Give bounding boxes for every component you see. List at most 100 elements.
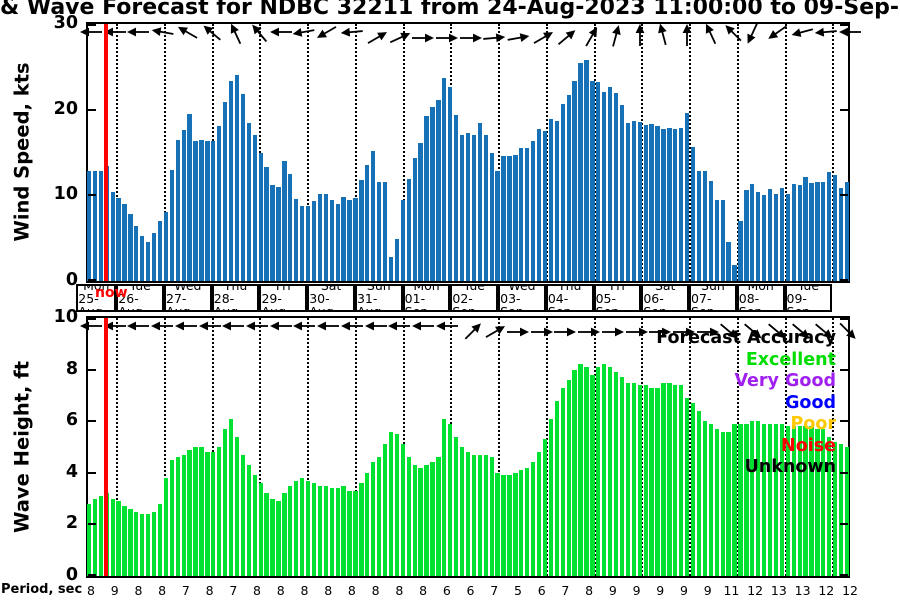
now-line (104, 24, 108, 281)
wind-speed-chart (80, 22, 862, 283)
wind-bar (465, 132, 471, 281)
wave-bar (566, 379, 571, 576)
wind-bar (566, 95, 571, 281)
wind-direction-arrow (745, 22, 766, 49)
wave-bar (223, 428, 228, 576)
wind-bar (240, 94, 246, 281)
wave-bar (596, 367, 601, 576)
wind-bar (578, 63, 583, 281)
wind-bar (406, 179, 411, 281)
wave-bar (122, 506, 127, 576)
wave-bar (821, 428, 826, 576)
y-tick-label: 10 (53, 184, 78, 205)
wave-bar (732, 423, 737, 576)
wind-direction-arrow (197, 23, 223, 48)
date-cell: Fri 05-Sep (593, 284, 642, 312)
wave-bar (205, 452, 210, 576)
wind-bar (270, 185, 275, 281)
weekday-label: Sat (654, 284, 676, 293)
wind-bar (791, 184, 796, 281)
wave-bar (613, 372, 619, 576)
legend-item: Good (785, 392, 836, 413)
day-gridline (832, 24, 835, 281)
wave-bar (525, 467, 530, 576)
date-label: 27-Aug (166, 290, 191, 312)
wind-bar (448, 87, 453, 281)
wave-bar (655, 387, 660, 576)
date-cell: Sun 31-Aug (354, 284, 403, 312)
wind-direction-arrow (697, 22, 718, 49)
wind-direction-arrow (411, 29, 435, 43)
wave-direction-arrow (340, 321, 364, 335)
wave-bar (607, 367, 613, 576)
wind-bar (483, 134, 488, 281)
wave-bar (785, 426, 790, 576)
wind-bar (454, 114, 459, 281)
wind-direction-arrow (678, 23, 692, 47)
axis-tick (840, 574, 848, 576)
axis-tick (840, 471, 848, 474)
wave-direction-arrow (672, 323, 696, 337)
wave-bar (234, 436, 240, 576)
wave-bar (708, 423, 713, 576)
wave-bar (791, 426, 796, 576)
wave-bar (98, 496, 103, 576)
wind-bar (382, 181, 388, 281)
wind-direction-arrow (149, 27, 175, 43)
wave-bar (412, 465, 417, 576)
wind-bar (163, 212, 169, 281)
wind-bar (365, 164, 370, 281)
axis-tick (840, 279, 848, 281)
wave-bar (424, 465, 429, 576)
weekday-label: Tue (797, 284, 820, 293)
wave-bar (252, 475, 257, 576)
wind-direction-arrow (578, 22, 600, 49)
wave-direction-arrow (648, 323, 672, 337)
wind-bar (329, 199, 334, 281)
day-gridline (736, 318, 739, 576)
day-gridline (116, 318, 119, 576)
wind-bar (590, 81, 595, 281)
wave-bar (400, 444, 405, 576)
wave-bar (86, 503, 92, 576)
wind-bar (86, 171, 92, 281)
wave-bar (347, 490, 352, 576)
wave-bar (151, 511, 157, 576)
wave-bar (240, 454, 246, 576)
wind-bar (631, 120, 636, 281)
wind-direction-arrow (103, 27, 127, 41)
wind-bar (128, 214, 133, 281)
wind-bar (744, 190, 749, 281)
axis-tick (840, 108, 848, 111)
wind-bar (217, 125, 222, 281)
wave-direction-arrow (718, 317, 744, 342)
wave-bar (690, 403, 696, 576)
wave-direction-arrow (150, 321, 174, 335)
date-cell: Mon 25-Aug (76, 284, 117, 312)
period-value: 8 (87, 583, 95, 598)
date-label: 02-Sep (452, 290, 476, 312)
wind-direction-arrow (269, 27, 293, 41)
wave-bar (181, 454, 186, 576)
axis-tick (840, 318, 848, 320)
y-tick-label: 0 (65, 565, 78, 585)
wave-direction-arrow (553, 323, 577, 337)
wind-bar (157, 221, 163, 281)
period-value: 8 (276, 583, 285, 598)
wave-bar (833, 441, 838, 576)
period-value: 9 (703, 583, 712, 598)
wind-bar (838, 187, 844, 281)
period-value: 9 (656, 583, 665, 598)
wind-bar (827, 172, 832, 281)
y-tick-label: 0 (65, 270, 78, 290)
y-tick-label: 20 (53, 98, 78, 119)
date-label: 30-Aug (309, 290, 334, 312)
wind-bar (613, 93, 619, 281)
period-value: 8 (158, 583, 167, 598)
wind-bar (459, 135, 465, 281)
wind-bar (335, 203, 340, 281)
wave-bar (507, 475, 512, 576)
wave-height-chart: Forecast Accuracy Excellent Very Good Good P… (80, 316, 856, 578)
y-tick-label: 4 (65, 461, 78, 482)
wind-direction-arrow (631, 23, 644, 47)
